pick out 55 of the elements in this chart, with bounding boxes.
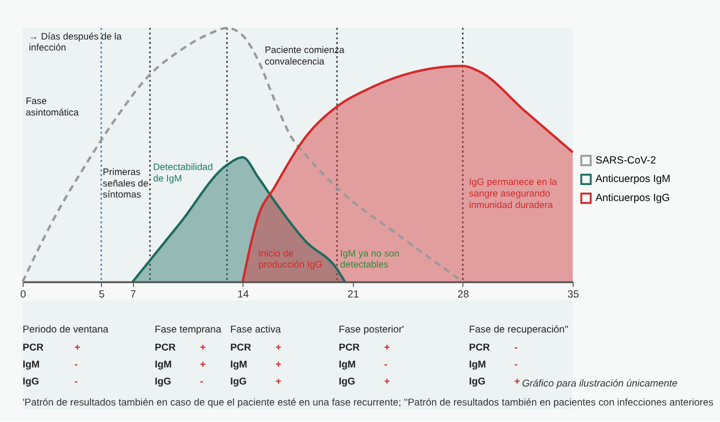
annotation: IgG permanece en la sangre asegurando inmunidad duradera	[469, 176, 558, 210]
text: IgG	[154, 376, 172, 388]
text: +	[514, 376, 520, 388]
text: +	[276, 376, 282, 388]
text: IgM	[230, 360, 248, 371]
text: IgM	[468, 360, 486, 371]
text: PCR	[468, 342, 490, 354]
x-tick-label: 7	[130, 289, 136, 300]
text: IgG	[338, 376, 356, 388]
text: +	[74, 342, 81, 354]
text: -	[384, 360, 388, 371]
annotation: Inicio de producción IgG	[258, 247, 322, 270]
x-tick-label: 5	[98, 289, 105, 300]
text: 'Patrón de resultados también en caso de que el paciente esté en una fase recurrente; ''Patrón de resultados también en pacientes con infecciones anteriores	[22, 397, 714, 408]
text: -	[74, 360, 78, 371]
text: -	[514, 360, 518, 371]
text: +	[276, 360, 282, 371]
text: -	[200, 376, 204, 388]
text: Fase posterior'	[338, 324, 404, 336]
text: +	[384, 376, 390, 388]
text: Periodo de ventana	[22, 324, 109, 336]
annotation: Fase asintomática	[26, 94, 80, 118]
x-tick-label: 0	[20, 289, 26, 300]
text: PCR	[22, 342, 44, 354]
text: Gráfico para ilustración únicamente	[522, 378, 678, 390]
text: IgM	[338, 360, 356, 371]
annotation: → Días después de la infección	[28, 30, 122, 53]
x-tick-label: 28	[457, 289, 470, 300]
annotation: IgM ya no son detectables	[340, 247, 400, 270]
text: -	[74, 376, 78, 388]
text: Fase activa	[230, 324, 282, 336]
text: Fase temprana	[154, 324, 222, 336]
text: IgM	[154, 360, 172, 371]
text: +	[200, 360, 206, 371]
x-tick-label: 21	[347, 289, 360, 300]
legend-label: Anticuerpos IgG	[595, 193, 670, 204]
text: IgG	[22, 376, 40, 388]
text: +	[276, 342, 282, 354]
legend-label: SARS-CoV-2	[595, 155, 656, 166]
annotation: Detectabilidad de IgM	[153, 160, 213, 184]
x-tick-label: 14	[237, 289, 250, 300]
text: PCR	[230, 342, 252, 354]
text: IgG	[230, 376, 248, 388]
annotation: Primeras señales de síntomas	[102, 166, 148, 200]
text: IgM	[22, 360, 40, 371]
text: PCR	[154, 342, 176, 354]
annotation: Paciente comienza convalecencia	[264, 44, 346, 67]
text: PCR	[338, 342, 360, 354]
text: +	[384, 342, 390, 354]
text: -	[514, 342, 518, 354]
text: +	[200, 342, 206, 354]
text: IgG	[468, 376, 486, 388]
text: Fase de recuperación''	[468, 324, 569, 336]
x-tick-label: 35	[567, 289, 580, 300]
legend-label: Anticuerpos IgM	[595, 174, 670, 186]
